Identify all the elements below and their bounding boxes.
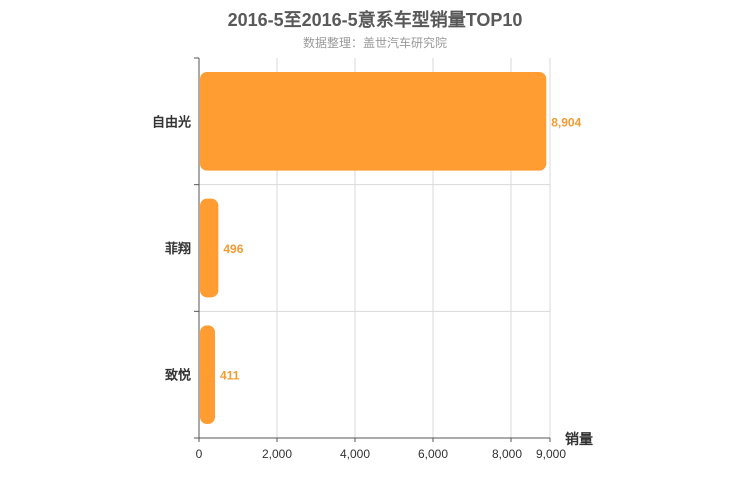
x-axis-title: 销量 <box>565 431 593 447</box>
x-tick-label: 2,000 <box>262 447 292 461</box>
x-tick-label: 8,000 <box>492 447 522 461</box>
category-label: 菲翔 <box>165 241 191 256</box>
x-tick-label: 4,000 <box>340 447 370 461</box>
bar <box>200 72 547 171</box>
category-label: 自由光 <box>152 114 191 129</box>
x-tick-label: 9,000 <box>536 447 566 461</box>
category-label: 致悦 <box>165 368 191 383</box>
chart-subtitle: 数据整理：盖世汽车研究院 <box>302 36 447 50</box>
bar <box>200 325 216 424</box>
chart-title: 2016-5至2016-5意系车型销量TOP10 <box>227 10 523 30</box>
data-label: 8,904 <box>551 115 581 129</box>
bar <box>200 198 219 298</box>
data-label: 411 <box>220 369 240 383</box>
x-tick-label: 0 <box>196 447 203 461</box>
data-label: 496 <box>223 242 243 256</box>
x-tick-label: 6,000 <box>418 447 448 461</box>
